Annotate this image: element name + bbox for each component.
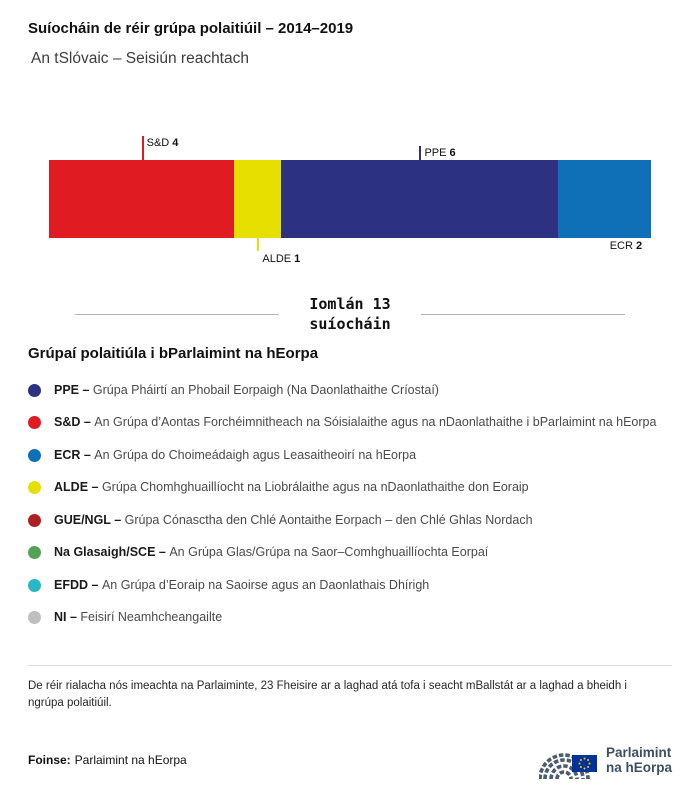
seat-chart: S&D 4 ALDE 1 PPE 6 ECR 2 <box>49 118 651 278</box>
legend-group-code: Na Glasaigh/SCE – <box>54 545 170 559</box>
source-label: Foinse: <box>28 753 71 767</box>
group-color-dot <box>28 611 41 624</box>
legend-group-code: ALDE – <box>54 480 102 494</box>
stacked-bar <box>49 160 651 238</box>
group-color-dot <box>28 546 41 559</box>
legend-text: Na Glasaigh/SCE – An Grúpa Glas/Grúpa na… <box>54 544 488 562</box>
page-title: Suíocháin de réir grúpa polaitiúil – 201… <box>28 20 354 37</box>
legend-group-code: ECR – <box>54 447 95 462</box>
total-seats-line2: suíocháin <box>309 315 391 334</box>
group-color-dot <box>28 448 41 462</box>
legend-list: PPE – Grúpa Pháirtí an Phobail Eorpaigh … <box>28 382 672 627</box>
bar-segment-ppe <box>280 160 559 238</box>
legend-group-description: Grúpa Chomhghuaillíocht na Liobrálaithe … <box>101 480 529 494</box>
tick-alde <box>257 238 260 251</box>
legend-item: PPE – Grúpa Pháirtí an Phobail Eorpaigh … <box>28 382 672 400</box>
legend-heading: Grúpaí polaitiúla i bParlaimint na hEorp… <box>28 344 319 362</box>
tick-ppe <box>419 146 422 160</box>
legend-group-description: Feisirí Neamhcheangailte <box>80 610 223 624</box>
legend-item: ALDE – Grúpa Chomhghuaillíocht na Liobrá… <box>28 479 672 497</box>
legend-text: EFDD – An Grúpa d’Eoraip na Saoirse agus… <box>54 577 429 595</box>
total-seats-text: Iomlán 13 suíocháin <box>309 294 390 335</box>
legend-item: GUE/NGL – Grúpa Cónasctha den Chlé Aonta… <box>28 512 672 530</box>
legend-group-description: An Grúpa Glas/Grúpa na Saor–Comhghuaillí… <box>169 545 489 559</box>
group-color-dot <box>28 513 41 527</box>
legend-group-description: Grúpa Pháirtí an Phobail Eorpaigh (Na Da… <box>92 382 439 397</box>
bar-segment-ecr <box>558 160 651 238</box>
bar-label-ppe: PPE 6 <box>424 147 456 159</box>
source-value: Parlaimint na hEorpa <box>74 753 187 767</box>
bar-label-sd: S&D 4 <box>146 137 179 149</box>
ep-logo-text-line1: Parlaimint <box>605 744 672 760</box>
legend-item: Na Glasaigh/SCE – An Grúpa Glas/Grúpa na… <box>28 544 672 562</box>
page-subtitle: An tSlóvaic – Seisiún reachtach <box>31 50 249 67</box>
legend-group-description: Grúpa Cónasctha den Chlé Aontaithe Eorpa… <box>124 512 533 527</box>
group-color-dot <box>28 383 41 397</box>
eu-flag-icon <box>571 755 597 772</box>
tick-sd <box>141 136 144 160</box>
legend-text: ALDE – Grúpa Chomhghuaillíocht na Liobrá… <box>54 479 529 497</box>
legend-text: NI – Feisirí Neamhcheangailte <box>54 609 222 627</box>
ep-logo-text: Parlaimint na hEorpa <box>606 745 672 775</box>
bar-label-alde: ALDE 1 <box>262 253 301 265</box>
legend-group-code: S&D – <box>54 415 95 429</box>
left-rule <box>75 313 280 315</box>
legend-text: ECR – An Grúpa do Choimeádaigh agus Leas… <box>54 447 416 465</box>
legend-group-description: An Grúpa d’Aontas Forchéimnitheach na Só… <box>94 415 657 429</box>
legend-group-code: PPE – <box>54 382 93 397</box>
legend-text: GUE/NGL – Grúpa Cónasctha den Chlé Aonta… <box>54 512 533 530</box>
legend-group-code: EFDD – <box>54 577 102 592</box>
legend-item: EFDD – An Grúpa d’Eoraip na Saoirse agus… <box>28 577 672 595</box>
ep-logo-text-line2: na hEorpa <box>605 760 672 775</box>
legend-group-description: An Grúpa do Choimeádaigh agus Leasaitheo… <box>94 447 417 462</box>
legend-text: PPE – Grúpa Pháirtí an Phobail Eorpaigh … <box>54 382 439 400</box>
footnote: De réir rialacha nós imeachta na Parlaim… <box>28 679 627 709</box>
source-line: Foinse: Parlaimint na hEorpa <box>28 753 187 767</box>
group-color-dot <box>28 416 41 429</box>
footer-divider <box>28 664 672 666</box>
right-rule <box>420 313 625 315</box>
group-color-dot <box>28 481 41 494</box>
bottom-row: Foinse: Parlaimint na hEorpa <box>28 736 672 784</box>
ep-hemicycle-logo-icon <box>538 753 597 780</box>
european-parliament-logo: Parlaimint na hEorpa <box>538 736 672 784</box>
group-color-dot <box>28 578 41 592</box>
bar-label-ecr: ECR 2 <box>609 240 643 252</box>
legend-group-code: NI – <box>54 610 81 624</box>
legend-group-code: GUE/NGL – <box>54 512 125 527</box>
bar-segment-sd <box>49 160 235 238</box>
bar-segment-alde <box>234 160 281 238</box>
total-seats-callout: Iomlán 13 suíocháin <box>75 294 625 335</box>
legend-text: S&D – An Grúpa d’Aontas Forchéimnitheach… <box>54 414 656 432</box>
legend-group-description: An Grúpa d’Eoraip na Saoirse agus an Dao… <box>101 577 430 592</box>
total-seats-line1: Iomlán 13 <box>309 295 391 313</box>
legend-item: NI – Feisirí Neamhcheangailte <box>28 609 672 627</box>
legend-item: S&D – An Grúpa d’Aontas Forchéimnitheach… <box>28 414 672 432</box>
legend-item: ECR – An Grúpa do Choimeádaigh agus Leas… <box>28 447 672 465</box>
